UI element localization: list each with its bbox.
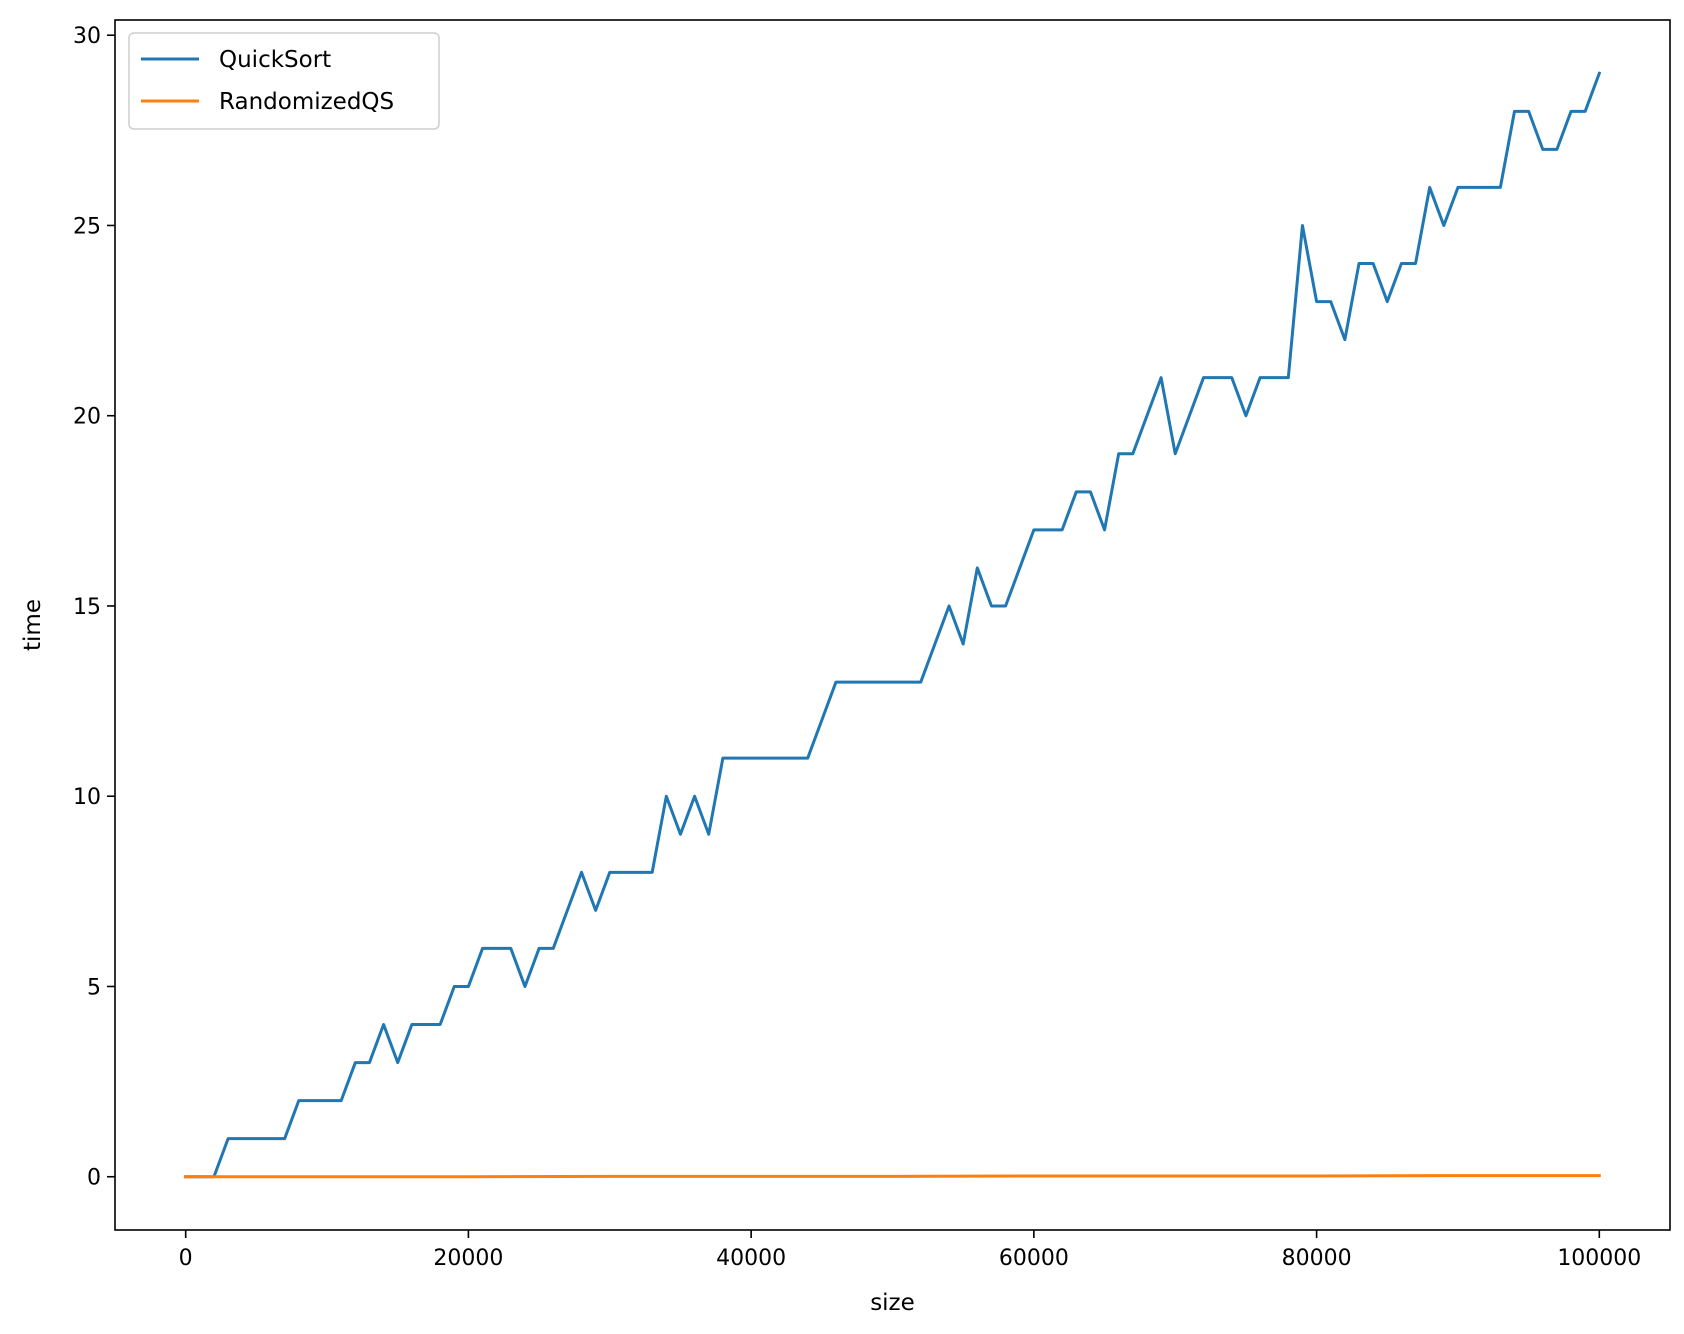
x-tick-label: 100000 xyxy=(1557,1246,1641,1271)
y-axis-label: time xyxy=(20,599,46,651)
legend-box xyxy=(128,32,440,130)
plot-area xyxy=(184,71,1602,1179)
x-tick-label: 80000 xyxy=(1282,1246,1352,1271)
y-tick-label: 30 xyxy=(73,24,101,49)
x-tick-label: 40000 xyxy=(716,1246,786,1271)
legend: QuickSort RandomizedQS xyxy=(128,32,440,130)
y-tick-label: 10 xyxy=(73,785,101,810)
series-line-randomizedqs xyxy=(184,1174,1601,1179)
legend-label-randomizedqs: RandomizedQS xyxy=(219,89,394,115)
legend-label-quicksort: QuickSort xyxy=(219,47,331,73)
x-tick-label: 0 xyxy=(179,1246,193,1271)
axes-frame xyxy=(114,19,1671,1231)
axis-ticks: 0 20000 40000 60000 80000 100000 0 5 10 15 20 25 30 xyxy=(73,19,1671,1271)
y-tick-label: 5 xyxy=(87,975,101,1000)
y-tick-label: 15 xyxy=(73,595,101,620)
x-tick-label: 20000 xyxy=(433,1246,503,1271)
x-tick-label: 60000 xyxy=(999,1246,1069,1271)
x-axis-label: size xyxy=(870,1290,915,1316)
series-line-quicksort xyxy=(184,71,1602,1179)
y-tick-label: 20 xyxy=(73,405,101,430)
y-tick-label: 0 xyxy=(87,1166,101,1191)
y-tick-label: 25 xyxy=(73,214,101,239)
